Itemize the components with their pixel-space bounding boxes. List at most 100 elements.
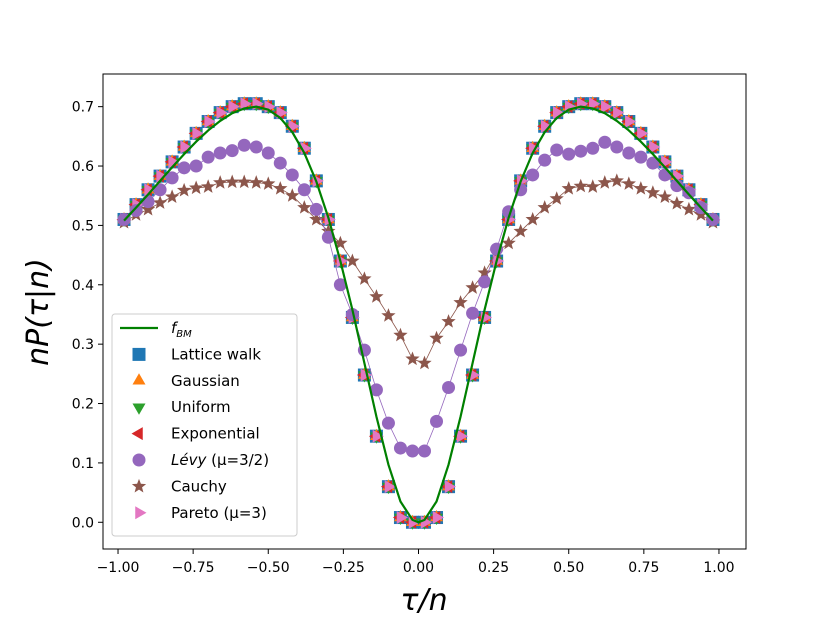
- cauchy-point: [249, 175, 264, 189]
- l-vy-3-2-point: [333, 278, 347, 292]
- x-tick-label: −0.50: [247, 560, 290, 576]
- pareto-3-point: [180, 140, 192, 154]
- cauchy-point: [537, 200, 552, 214]
- pareto-3-point: [649, 140, 661, 154]
- legend-box: [111, 313, 298, 537]
- pareto-3-point: [589, 97, 601, 111]
- l-vy-3-2-point: [273, 156, 287, 170]
- legend-gaussian-label: Gaussian: [171, 372, 240, 390]
- l-vy-3-2-point: [622, 146, 636, 160]
- y-tick-label: 0.7: [72, 100, 94, 116]
- l-vy-3-2-point: [610, 140, 624, 154]
- cauchy-point: [357, 271, 372, 285]
- l-vy-3-2-point: [381, 416, 395, 430]
- pareto-3-point: [384, 480, 396, 494]
- pareto-3-point: [228, 100, 240, 114]
- pareto-3-point: [432, 511, 445, 525]
- cauchy-point: [369, 289, 384, 303]
- l-vy-3-2-point: [129, 204, 143, 218]
- l-vy-3-2-point: [634, 150, 648, 164]
- cauchy-point: [573, 178, 588, 193]
- l-vy-3-2-point: [418, 444, 431, 458]
- cauchy-point: [429, 330, 444, 345]
- pareto-3-point: [601, 100, 613, 114]
- cauchy-point: [453, 295, 468, 309]
- pareto-3-point: [625, 115, 637, 128]
- legend-l-vy-3-2-label: Lévy (μ=3/2): [171, 451, 269, 469]
- cauchy-point: [669, 195, 685, 210]
- pareto-3-point: [192, 126, 204, 140]
- l-vy-3-2-point: [249, 140, 263, 154]
- l-vy-3-2-point: [658, 168, 672, 182]
- pareto-3-point: [540, 119, 553, 133]
- cauchy-point: [609, 173, 624, 187]
- legend-lattice-walk-marker: [132, 347, 146, 361]
- cauchy-point: [164, 189, 180, 203]
- cauchy-point: [633, 181, 648, 195]
- pareto-3-point: [372, 429, 384, 443]
- l-vy-3-2-point: [225, 144, 239, 158]
- pareto-3-point: [240, 97, 252, 111]
- l-vy-3-2-point: [454, 343, 468, 357]
- cauchy-point: [273, 181, 288, 195]
- x-axis: −1.00 −0.75 −0.50 −0.25 0.00 0.25 0.50 0.75 1.00: [97, 549, 735, 576]
- l-vy-3-2-point: [201, 150, 215, 164]
- cauchy-point: [309, 211, 324, 226]
- l-vy-3-2-point: [562, 147, 576, 161]
- l-vy-3-2-point: [285, 168, 299, 182]
- pareto-3-point: [144, 183, 156, 197]
- y-tick-label: 0.5: [72, 218, 94, 234]
- cauchy-point: [381, 308, 396, 322]
- legend-l-vy-3-2-marker: [132, 453, 146, 467]
- cauchy-point: [189, 180, 204, 195]
- pareto-3-point: [456, 429, 469, 443]
- cauchy-point: [213, 175, 228, 189]
- x-tick-label: −0.25: [322, 560, 365, 576]
- l-vy-3-2-point: [405, 444, 419, 458]
- cauchy-point: [176, 182, 192, 197]
- y-tick-label: 0.0: [72, 515, 94, 531]
- l-vy-3-2-point: [598, 135, 612, 149]
- legend: fBM Lattice walk Gaussian Uniform Exponentia…: [111, 313, 298, 537]
- cauchy-point: [513, 223, 528, 238]
- cauchy-point: [525, 211, 540, 226]
- y-tick-label: 0.2: [72, 397, 94, 413]
- y-tick-label: 0.3: [72, 337, 94, 353]
- pareto-3-point: [204, 115, 216, 128]
- x-tick-label: 0.00: [403, 560, 434, 576]
- cauchy-point: [285, 188, 300, 202]
- cauchy-point: [261, 176, 276, 190]
- l-vy-3-2-point: [550, 143, 564, 157]
- y-axis: 0.0 0.1 0.2 0.3 0.4 0.5 0.6 0.7: [72, 100, 103, 531]
- cauchy-point: [621, 176, 636, 190]
- legend-exponential-label: Exponential: [171, 425, 260, 443]
- pareto-3-point: [444, 480, 457, 494]
- l-vy-3-2-point: [309, 202, 323, 216]
- legend-lattice-walk-label: Lattice walk: [171, 345, 261, 363]
- pareto-3-point: [276, 106, 288, 120]
- l-vy-3-2-point: [189, 159, 203, 173]
- l-vy-3-2-point: [393, 441, 407, 455]
- cauchy-point: [152, 195, 168, 209]
- l-vy-3-2-point: [646, 156, 660, 170]
- l-vy-3-2-point: [670, 179, 684, 193]
- l-vy-3-2-point: [213, 146, 227, 160]
- legend-exponential-marker: [131, 427, 143, 441]
- l-vy-3-2-point: [237, 138, 251, 152]
- cauchy-point: [441, 314, 456, 328]
- legend-pareto-3-label: Pareto (μ=3): [171, 504, 267, 522]
- cauchy-point: [333, 235, 348, 250]
- legend-f-bm-label: fBM: [171, 319, 192, 340]
- legend-cauchy-label: Cauchy: [171, 477, 227, 495]
- pareto-3-point: [637, 126, 649, 140]
- legend-pareto-3-marker: [135, 506, 147, 520]
- y-tick-label: 0.4: [72, 278, 94, 294]
- cauchy-point: [237, 174, 252, 189]
- l-vy-3-2-point: [369, 383, 383, 397]
- cauchy-point: [585, 179, 600, 193]
- cauchy-point: [561, 181, 576, 195]
- cauchy-point: [549, 191, 564, 205]
- y-axis-label: nP(τ|n): [21, 258, 56, 366]
- cauchy-point: [345, 253, 360, 268]
